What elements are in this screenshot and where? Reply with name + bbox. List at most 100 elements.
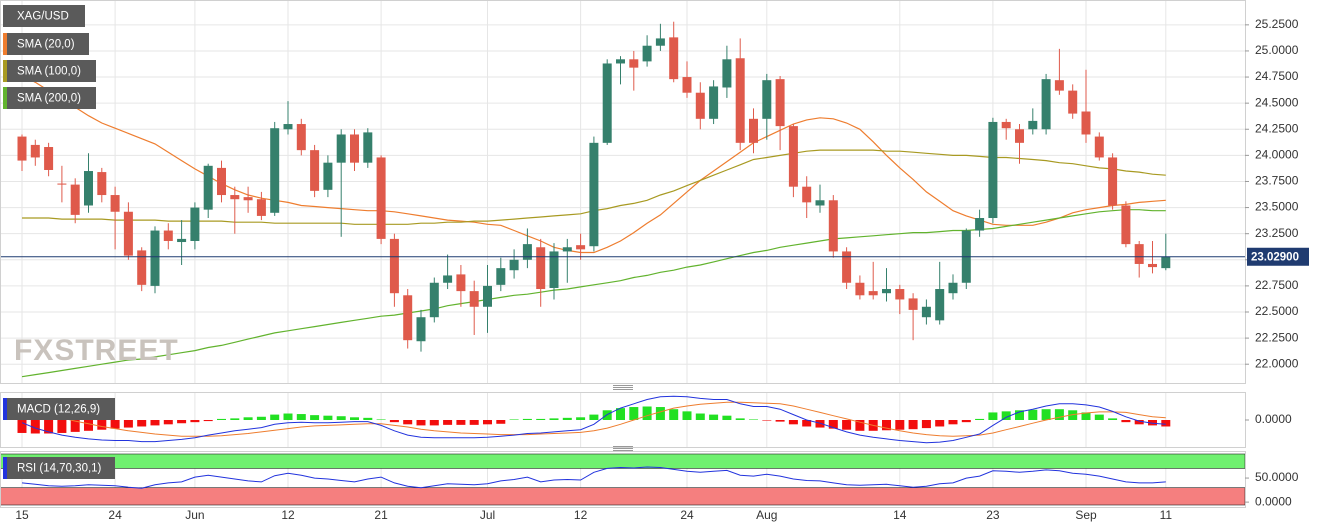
histogram-bar [1068, 410, 1078, 420]
macd-line [21, 395, 1166, 444]
last-price-box [1247, 247, 1309, 266]
histogram-bar [70, 420, 80, 432]
legend-item[interactable]: SMA (100,0) [3, 60, 96, 82]
legend-item[interactable]: MACD (12,26,9) [3, 398, 115, 420]
histogram-bar [177, 420, 187, 424]
candle-body [230, 195, 240, 200]
y-tick-label: 24.2500 [1255, 121, 1299, 135]
histogram-bar [921, 420, 931, 429]
candle-body [536, 247, 546, 290]
histogram-bar [908, 420, 918, 430]
candle-body [496, 268, 506, 285]
candle-body [1148, 263, 1157, 268]
candle-body [443, 275, 453, 283]
candle-body [629, 59, 639, 68]
candle-body [469, 291, 479, 307]
x-tick-label: 23 [986, 508, 1000, 522]
histogram-bar [722, 415, 732, 420]
legend-item[interactable]: SMA (20,0) [3, 33, 89, 55]
candle-body [137, 250, 147, 285]
legend-label: SMA (20,0) [17, 39, 75, 51]
histogram-bar [163, 420, 173, 425]
candle-body [975, 218, 985, 231]
candle-body [483, 285, 492, 307]
candle-body [270, 128, 280, 213]
y-tick-label: 23.7500 [1255, 174, 1299, 188]
candle-body [123, 211, 133, 256]
histogram-bar [576, 417, 586, 420]
histogram-bar [17, 420, 27, 433]
histogram-bar [988, 412, 998, 420]
legend-layer: FXSTREET XAG/USD SMA (20,0) SMA (100,0) … [3, 5, 1309, 479]
histogram-bar [935, 420, 945, 427]
histogram-bar [110, 420, 120, 429]
histogram-bar [735, 418, 745, 420]
candle-body [30, 144, 40, 158]
histogram-bar [855, 420, 865, 431]
legend-item[interactable]: XAG/USD [3, 5, 85, 27]
histogram-bar [496, 420, 506, 424]
oversold-band [0, 487, 1246, 506]
histogram-bar [562, 417, 572, 420]
histogram-bar [350, 417, 359, 420]
histogram-bar [310, 415, 320, 420]
histogram-bar [522, 418, 532, 420]
panel-handle[interactable] [613, 446, 633, 451]
legend-box [3, 398, 115, 420]
candle-body [855, 282, 865, 296]
histogram-bar [416, 420, 426, 426]
histogram-bar [97, 420, 107, 430]
panel-handle[interactable] [613, 385, 633, 390]
histogram-bar [256, 416, 266, 420]
x-tick-label: 11 [1160, 508, 1173, 522]
histogram-bar [429, 420, 439, 426]
candle-body [669, 37, 679, 80]
histogram-bar [150, 420, 160, 426]
candle-body [403, 295, 413, 341]
y-tick-label: 25.2500 [1255, 17, 1299, 31]
y-tick-label: 22.2500 [1255, 330, 1299, 344]
histogram-bar [1134, 420, 1144, 425]
histogram-bar [483, 420, 492, 425]
histogram-bar [283, 413, 293, 420]
histogram-bar [1015, 410, 1024, 420]
histogram-bar [1081, 412, 1091, 420]
y-tick-label: 25.0000 [1255, 43, 1299, 57]
last-price-label: 23.02900 [1251, 251, 1299, 263]
candle-body [549, 251, 559, 288]
histogram-bar [30, 420, 40, 434]
legend-label: SMA (200,0) [17, 93, 81, 105]
histogram-bar [403, 420, 413, 425]
candle-body [576, 245, 586, 250]
legend-box [3, 87, 96, 109]
candle-body [1161, 256, 1171, 269]
x-tick-label: Jul [480, 508, 495, 522]
histogram-bar [84, 420, 93, 431]
rsi-line [21, 466, 1166, 489]
legend-label: MACD (12,26,9) [17, 404, 100, 416]
candle-body [17, 136, 27, 161]
legend-swatch [3, 87, 7, 109]
legend-item[interactable]: SMA (200,0) [3, 87, 96, 109]
histogram-bar [802, 420, 812, 427]
candle-body [642, 45, 652, 62]
legend-label: RSI (14,70,30,1) [17, 463, 102, 475]
candle-body [695, 92, 705, 119]
histogram-bar [549, 418, 559, 420]
marks-layer [0, 21, 1245, 489]
legend-item[interactable]: RSI (14,70,30,1) [3, 457, 115, 479]
candle-body [709, 86, 719, 119]
x-tick-label: 12 [574, 508, 588, 522]
candle-body [935, 289, 945, 321]
y-tick-label: 50.0000 [1255, 470, 1299, 484]
candle-body [908, 298, 918, 310]
histogram-bar [44, 420, 54, 434]
histogram-bar [270, 414, 280, 420]
candle-body [522, 244, 532, 260]
candle-body [828, 200, 838, 252]
candle-body [217, 167, 226, 196]
legend-box [3, 457, 115, 479]
histogram-bar [709, 414, 719, 420]
